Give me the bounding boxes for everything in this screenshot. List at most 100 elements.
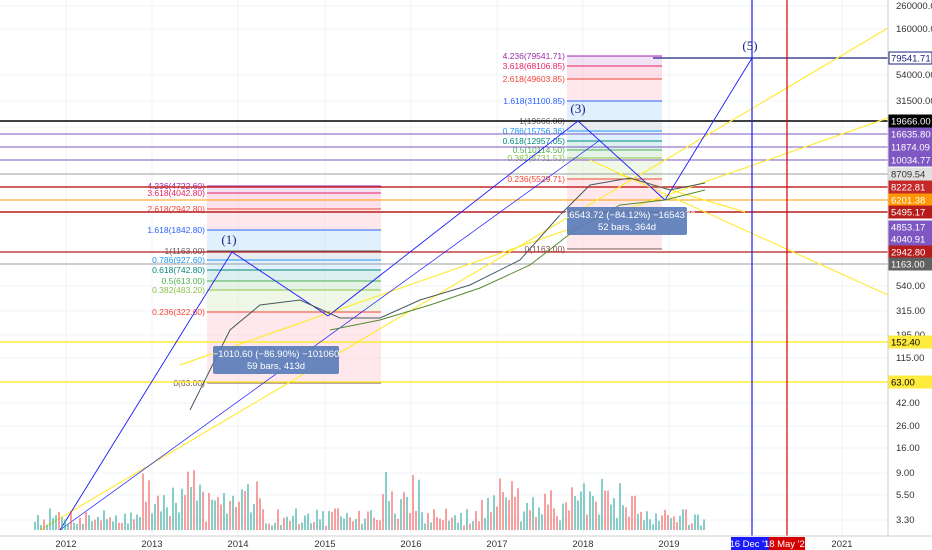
- y-tick-label: 5.50: [896, 490, 915, 501]
- volume-bar: [43, 519, 45, 530]
- volume-bar: [406, 496, 408, 530]
- volume-bar: [565, 502, 567, 530]
- volume-bar: [427, 513, 429, 530]
- fib-level-label: 0.5(613.00): [162, 276, 206, 286]
- x-tick-label: 2015: [314, 539, 335, 550]
- volume-bar: [703, 519, 705, 530]
- fib-zone: [207, 186, 381, 193]
- volume-bar: [637, 513, 639, 530]
- volume-bar: [598, 514, 600, 530]
- volume-bar: [277, 509, 279, 530]
- volume-bar: [493, 495, 495, 530]
- y-tick-label: 42.00: [896, 398, 920, 409]
- price-tag: [888, 257, 932, 271]
- volume-bar: [241, 489, 243, 530]
- x-tick-label: 2021: [831, 539, 852, 550]
- volume-bar: [145, 501, 147, 530]
- volume-bar: [400, 499, 402, 530]
- trend-line: [39, 1, 932, 531]
- trend-line: [59, 139, 601, 531]
- fib-level-label: 0.618(12957.05): [503, 136, 566, 146]
- volume-bar: [553, 508, 555, 530]
- y-tick-label: 3.30: [896, 515, 915, 526]
- volume-bar: [418, 479, 420, 530]
- fib-level-label: 0.5(10114.50): [513, 145, 565, 155]
- volume-bar: [484, 517, 486, 530]
- price-tag: [888, 140, 932, 154]
- time-axis[interactable]: 2012 2013 2014 2015 2016 2017 2018 2019 16 Dec '…: [55, 537, 853, 550]
- volume-bar: [454, 515, 456, 530]
- y-tick-label: 260000.00: [896, 1, 932, 12]
- x-tick-label: 2017: [486, 539, 507, 550]
- volume-bar: [412, 474, 414, 530]
- trend-line: [664, 57, 753, 201]
- fib-level-label: 0.382(483.20): [152, 285, 205, 295]
- volume-bar: [280, 524, 282, 530]
- volume-bar: [457, 522, 459, 530]
- volume-bar: [448, 520, 450, 530]
- volume-bar: [376, 519, 378, 530]
- measure-box-line1: −1010.60 (−86.90%) −101060: [213, 349, 340, 360]
- x-tick-label: 2016: [400, 539, 421, 550]
- fib-level-label: 4.236(4722.60): [147, 181, 205, 191]
- volume-bar: [109, 517, 111, 530]
- volume-bar: [700, 525, 702, 530]
- volume-bar: [154, 503, 156, 530]
- volume-bar: [73, 522, 75, 530]
- wave-label: (3): [570, 101, 585, 116]
- date-marker-red: [769, 537, 805, 550]
- volume-bar: [610, 504, 612, 530]
- volume-bar: [58, 511, 60, 530]
- price-tags: 79541.71 19666.00 16635.80 11874.09 10034.77…: [888, 51, 932, 389]
- volume-bar: [646, 511, 648, 530]
- fib-zone: [567, 131, 662, 141]
- volume-bar: [298, 524, 300, 530]
- y-tick-label: 540.00: [896, 281, 925, 292]
- volume-bar: [256, 481, 258, 530]
- price-tag-label: 63.00: [891, 378, 915, 389]
- volume-bar: [244, 490, 246, 530]
- volume-bar: [175, 502, 177, 530]
- volume-bar: [364, 518, 366, 530]
- volume-bar: [487, 498, 489, 530]
- price-tag-label: 16635.80: [891, 130, 931, 141]
- volume-bar: [415, 510, 417, 530]
- price-tag-label: 6201.38: [891, 196, 925, 207]
- volume-bar: [460, 512, 462, 530]
- volume-bar: [337, 508, 339, 530]
- volume-bar: [115, 515, 117, 530]
- volume-bar: [100, 520, 102, 530]
- volume-bar: [199, 484, 201, 530]
- volume-bar: [232, 495, 234, 530]
- volume-bar: [667, 515, 669, 530]
- volume-bar: [469, 523, 471, 530]
- y-tick-label: 16.00: [896, 443, 920, 454]
- volume-bar: [217, 497, 219, 530]
- volume-bar: [361, 523, 363, 530]
- price-tag-label: 19666.00: [891, 117, 931, 128]
- fib-level-label: 0.382(8731.53): [507, 153, 565, 163]
- volume-bar: [76, 523, 78, 530]
- x-tick-label: 2018: [572, 539, 593, 550]
- volume-bar: [130, 512, 132, 530]
- fib-level-label: 0.236(5529.71): [507, 174, 565, 184]
- volume-bar: [151, 513, 153, 530]
- volume-bar: [157, 495, 159, 530]
- volume-bar: [181, 488, 183, 530]
- volume-bar: [118, 522, 120, 530]
- price-tag-label: 8709.54: [891, 170, 925, 181]
- volume-bar: [544, 493, 546, 530]
- volume-bar: [70, 510, 72, 530]
- measure-box: [213, 346, 339, 374]
- volume-bar: [694, 514, 696, 530]
- volume-bar: [526, 502, 528, 530]
- volume-bar: [235, 506, 237, 530]
- volume-bar: [370, 510, 372, 530]
- y-tick-label: 54000.00: [896, 70, 932, 81]
- volume-bar: [166, 507, 168, 530]
- fib-level-label: 1.618(31100.85): [503, 96, 565, 106]
- horizontal-levels: [0, 57, 888, 383]
- wave-label: (1): [221, 232, 236, 247]
- volume-bar: [250, 512, 252, 530]
